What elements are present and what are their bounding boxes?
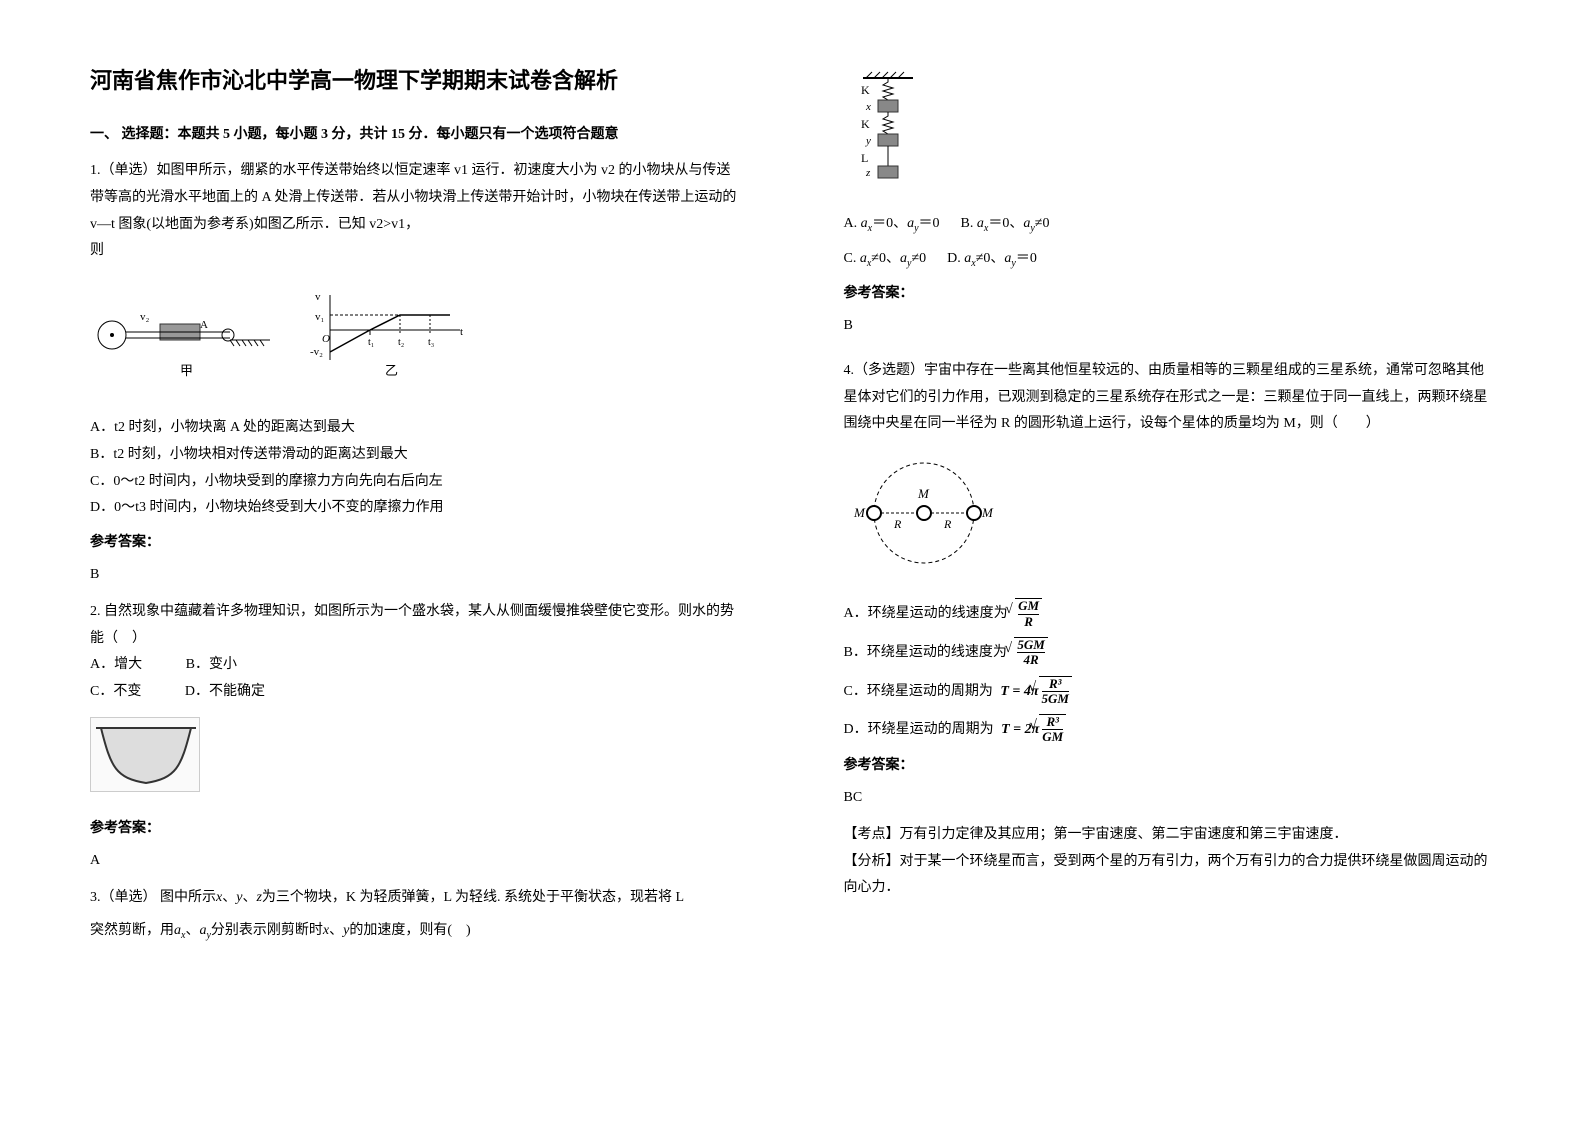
q1-answer-label: 参考答案：	[90, 530, 744, 557]
svg-text:v₂: v₂	[140, 311, 150, 323]
q2-answer: A	[90, 848, 744, 875]
q1-option-a: A．t2 时刻，小物块离 A 处的距离达到最大	[90, 415, 744, 442]
q2-options-row2: C．不变 D．不能确定	[90, 679, 744, 706]
question-3: 3.（单选） 图中所示x、y、z为三个物块，K 为轻质弹簧，L 为轻线. 系统处…	[90, 885, 744, 944]
q3-option-b: B. ax＝0、ay≠0	[961, 216, 1050, 231]
q3-answer: B	[844, 313, 1498, 340]
left-column: 河南省焦作市沁北中学高一物理下学期期末试卷含解析 一、 选择题：本题共 5 小题…	[0, 0, 794, 1122]
q3-answer-label: 参考答案：	[844, 281, 1498, 308]
svg-text:v₁: v₁	[315, 311, 325, 323]
q3-option-c: C. ax≠0、ay≠0	[844, 251, 927, 266]
svg-text:t₃: t₃	[428, 337, 434, 348]
question-4: 4.（多选题）宇宙中存在一些离其他恒星较远的、由质量相等的三颗星组成的三星系统，…	[844, 358, 1498, 902]
svg-text:y: y	[865, 135, 871, 147]
q4-figure: M M M R R	[844, 453, 1498, 584]
svg-text:A: A	[200, 319, 208, 331]
q3-stem-line1: 3.（单选） 图中所示x、y、z为三个物块，K 为轻质弹簧，L 为轻线. 系统处…	[90, 885, 744, 912]
q2-answer-label: 参考答案：	[90, 816, 744, 843]
q1-option-c: C．0～t2 时间内，小物块受到的摩擦力方向先向右后向左	[90, 469, 744, 496]
q2-option-d: D．不能确定	[185, 684, 265, 699]
q2-stem: 2. 自然现象中蕴藏着许多物理知识，如图所示为一个盛水袋，某人从侧面缓慢推袋壁使…	[90, 599, 744, 652]
q2-option-c: C．不变	[90, 684, 141, 699]
svg-text:O: O	[322, 333, 330, 345]
fig-yi-label: 乙	[385, 363, 398, 378]
q4-note-2: 【分析】对于某一个环绕星而言，受到两个星的万有引力，两个万有引力的合力提供环绕星…	[844, 849, 1498, 902]
svg-text:-v₂: -v₂	[310, 346, 323, 358]
q1-stem: 1.（单选）如图甲所示，绷紧的水平传送带始终以恒定速率 v1 运行．初速度大小为…	[90, 158, 744, 238]
svg-text:R: R	[943, 517, 952, 531]
fig-jia-label: 甲	[180, 363, 193, 378]
q4-option-a: A．环绕星运动的线速度为 GMR	[844, 598, 1498, 629]
svg-text:M: M	[853, 505, 866, 520]
question-1: 1.（单选）如图甲所示，绷紧的水平传送带始终以恒定速率 v1 运行．初速度大小为…	[90, 158, 744, 589]
q1-option-b: B．t2 时刻，小物块相对传送带滑动的距离达到最大	[90, 442, 744, 469]
svg-text:t: t	[460, 326, 463, 338]
svg-text:M: M	[981, 505, 994, 520]
q3-option-d: D. ax≠0、ay＝0	[947, 251, 1037, 266]
svg-text:v: v	[315, 291, 321, 303]
q3-option-a: A. ax＝0、ay＝0	[844, 216, 940, 231]
q4-option-d: D．环绕星运动的周期为 T = 2πR³GM	[844, 714, 1498, 745]
svg-text:x: x	[865, 101, 871, 113]
q3-options-row1: A. ax＝0、ay＝0 B. ax＝0、ay≠0	[844, 211, 1498, 238]
q3-options-row2: C. ax≠0、ay≠0 D. ax≠0、ay＝0	[844, 246, 1498, 273]
svg-text:t₂: t₂	[398, 337, 404, 348]
svg-text:M: M	[917, 486, 930, 501]
water-bag-figure	[90, 717, 200, 792]
q1-answer: B	[90, 562, 744, 589]
document-title: 河南省焦作市沁北中学高一物理下学期期末试卷含解析	[90, 60, 744, 102]
q4-option-b: B．环绕星运动的线速度为 5GM4R	[844, 637, 1498, 668]
q4-answer-label: 参考答案：	[844, 753, 1498, 780]
q3-stem-line2: 突然剪断，用ax、ay分别表示刚剪断时x、y的加速度，则有( )	[90, 918, 744, 945]
q1-option-d: D．0～t3 时间内，小物块始终受到大小不变的摩擦力作用	[90, 495, 744, 522]
svg-text:L: L	[861, 151, 868, 165]
q3-figure: K x K y L z	[854, 70, 1498, 196]
q4-stem: 4.（多选题）宇宙中存在一些离其他恒星较远的、由质量相等的三颗星组成的三星系统，…	[844, 358, 1498, 438]
q4-answer: BC	[844, 785, 1498, 812]
section-heading: 一、 选择题：本题共 5 小题，每小题 3 分，共计 15 分．每小题只有一个选…	[90, 122, 744, 149]
q4-note-1: 【考点】万有引力定律及其应用；第一宇宙速度、第二宇宙速度和第三宇宙速度．	[844, 822, 1498, 849]
svg-text:z: z	[865, 167, 871, 179]
question-2: 2. 自然现象中蕴藏着许多物理知识，如图所示为一个盛水袋，某人从侧面缓慢推袋壁使…	[90, 599, 744, 875]
q1-figures: v₂ A 甲 v t O v₁ -v₂	[90, 280, 744, 401]
svg-text:t₁: t₁	[368, 337, 374, 348]
right-column: K x K y L z A. ax＝0、ay＝0 B. ax＝0、ay≠0 C.…	[794, 0, 1587, 1122]
svg-text:K: K	[861, 83, 870, 97]
q2-option-b: B．变小	[186, 657, 237, 672]
svg-text:K: K	[861, 117, 870, 131]
q2-figure	[90, 717, 744, 804]
q1-figure-svg: v₂ A 甲 v t O v₁ -v₂	[90, 280, 470, 390]
svg-text:R: R	[893, 517, 902, 531]
q2-options-row1: A．增大 B．变小	[90, 652, 744, 679]
q2-option-a: A．增大	[90, 657, 142, 672]
q4-option-c: C．环绕星运动的周期为 T = 4πR³5GM	[844, 676, 1498, 707]
q1-stem-2: 则	[90, 238, 744, 265]
